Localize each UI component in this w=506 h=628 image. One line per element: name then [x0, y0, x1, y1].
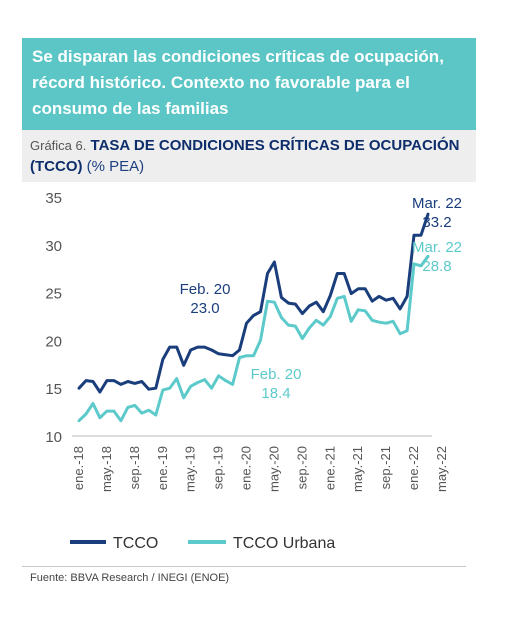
x-tick-label: ene.-22 — [406, 446, 421, 490]
source-note: Fuente: BBVA Research / INEGI (ENOE) — [30, 572, 230, 584]
tcco-line — [77, 212, 430, 394]
y-tick-label: 25 — [45, 286, 62, 303]
x-tick-label: ene.-19 — [155, 446, 170, 490]
chart-unit: (% PEA) — [86, 158, 145, 175]
annotation-label: Feb. 20 — [251, 366, 302, 383]
chart-subheading: Gráfica 6. TASA DE CONDICIONES CRÍTICAS … — [22, 130, 476, 182]
x-tick-label: ene.-18 — [71, 446, 86, 490]
x-tick-label: may.-22 — [434, 446, 449, 492]
x-tick-label: ene.-21 — [322, 446, 337, 490]
y-tick-label: 15 — [45, 381, 62, 398]
x-tick-label: sep.-18 — [127, 446, 142, 489]
annotation-label: Mar. 22 — [412, 195, 462, 212]
x-tick-label: may.-18 — [99, 446, 114, 492]
y-tick-label: 10 — [45, 429, 62, 446]
figure-number: Gráfica 6. — [30, 138, 87, 153]
chart-banner-title: Se disparan las condiciones críticas de … — [22, 38, 476, 130]
y-tick-label: 30 — [45, 238, 62, 255]
divider — [22, 566, 466, 567]
x-tick-label: sep.-19 — [211, 446, 226, 489]
annotation-value: 28.8 — [422, 258, 451, 275]
annotation-label: Mar. 22 — [412, 239, 462, 256]
y-tick-label: 20 — [45, 333, 62, 350]
legend-label-tcco: TCCO — [113, 535, 158, 552]
annotation-value: 33.2 — [422, 214, 451, 231]
annotation-label: Feb. 20 — [180, 281, 231, 298]
x-tick-label: sep.-21 — [378, 446, 393, 489]
legend-label-urbana: TCCO Urbana — [233, 535, 335, 552]
y-tick-label: 35 — [45, 190, 62, 207]
annotation-value: 18.4 — [261, 385, 290, 402]
chart-title: TASA DE CONDICIONES CRÍTICAS DE OCUPACIÓ… — [30, 137, 460, 175]
x-tick-label: may.-20 — [266, 446, 281, 492]
x-tick-label: may.-21 — [350, 446, 365, 492]
x-tick-label: may.-19 — [183, 446, 198, 492]
tcco-urbana-line — [77, 254, 430, 423]
annotation-value: 23.0 — [190, 300, 219, 317]
x-tick-label: sep.-20 — [294, 446, 309, 489]
x-tick-label: ene.-20 — [239, 446, 254, 490]
